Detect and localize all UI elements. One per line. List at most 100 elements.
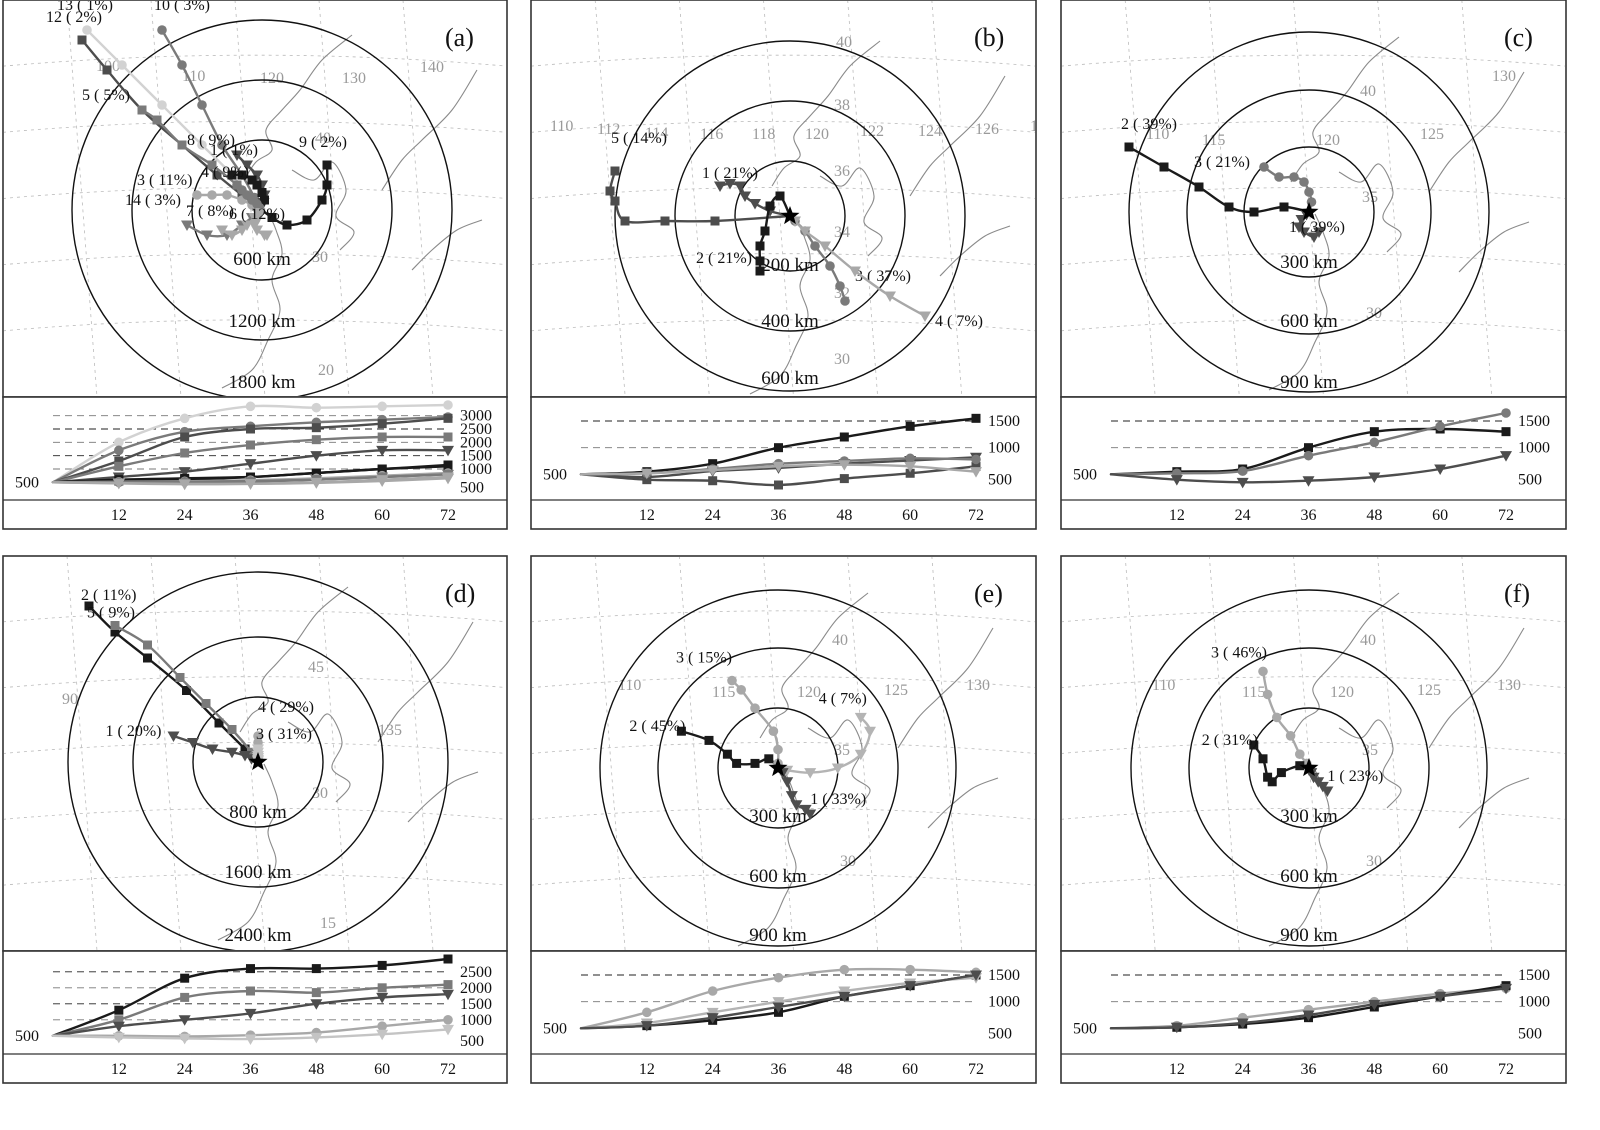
x-tick-label: 24 [705,1061,721,1078]
trajectory-marker [610,166,620,176]
height-series [51,954,453,1037]
trajectory-marker [1298,227,1310,238]
trajectory-marker [1249,207,1259,217]
panel-b: 110 112 114 116 118 120 122 124 126 1284038363432… [530,0,1054,530]
longitude-label: 122 [860,123,884,140]
cluster-label: 4 ( 7%) [819,690,867,707]
height-marker [246,424,255,434]
y-tick-label: 1000 [460,461,492,478]
trajectory-marker [167,731,180,742]
panel-f: 110 115 120 125 130 40 35 30 300 km 600 km 900 km 3… [1060,555,1567,1084]
distance-ring [674,100,906,332]
trajectory-marker [755,266,765,276]
trajectory-marker [620,216,630,226]
y-tick-label: 3000 [460,408,492,425]
height-marker [706,465,719,477]
x-tick-label: 24 [1235,1061,1251,1078]
longitude-label: 128 [1030,118,1054,135]
trajectory-marker [727,675,737,686]
height-series [51,989,454,1037]
longitude-label: 125 [884,682,908,699]
height-marker [1435,421,1445,432]
trajectory-cluster: 3 ( 21%) [1194,154,1317,214]
trajectory-marker [736,685,746,695]
height-marker [376,1029,389,1041]
height-marker [1500,983,1512,995]
height-marker [310,478,323,489]
longitude-label: 114 [645,125,668,142]
x-tick-label: 48 [1366,507,1382,524]
longitude-label: 115 [712,684,735,701]
height-marker [442,1024,454,1036]
trajectory-marker [157,100,167,110]
height-marker [1369,427,1379,437]
height-marker [971,413,981,423]
trajectory-marker [854,712,867,724]
ring-label: 800 km [229,802,287,823]
longitude-label: 115 [1242,684,1265,701]
origin-star-icon [1299,202,1319,221]
height-marker [708,476,718,486]
height-marker [970,467,982,478]
height-marker [377,1021,387,1031]
origin-star-icon [1299,758,1319,777]
cluster-label: 3 ( 11%) [137,172,192,189]
trajectory-marker [222,190,232,200]
trajectory-marker [1224,202,1234,212]
cluster-label: 3 ( 46%) [1211,644,1267,661]
x-tick-label: 48 [836,1061,852,1078]
height-marker [178,1015,191,1026]
trajectory-cluster: 2 ( 45%) [629,718,780,770]
height-series [579,970,982,1032]
ring-label: 300 km [1280,252,1338,273]
cluster-label: 4 ( 9%) [201,164,249,181]
trajectory-cluster: 1 ( 21%) [702,165,792,218]
trajectory-marker [82,25,92,35]
height-marker [376,476,389,487]
distance-ring [1128,31,1490,393]
x-tick-label: 72 [440,1061,456,1078]
height-marker [774,480,783,490]
height-series [51,1024,454,1045]
height-marker [905,453,915,464]
x-tick-label: 60 [374,507,390,524]
ring-label: 200 km [761,255,819,276]
x-tick-label: 48 [308,1061,324,1078]
trajectory-marker [77,35,87,45]
y-tick-label: 1500 [1518,413,1550,430]
latitude-label: 30 [1366,305,1382,322]
x-tick-label: 12 [1169,507,1185,524]
longitude-label: 110 [618,677,641,694]
trajectory-marker [253,209,266,220]
height-series [1109,451,1512,489]
y-tick-label: 500 [1518,471,1542,488]
trajectory-marker [227,170,237,180]
height-series [51,432,453,484]
trajectory-marker [267,213,277,222]
cluster-label: 14 ( 3%) [125,192,181,209]
height-marker [114,461,124,471]
x-tick-label: 12 [1169,1061,1185,1078]
distance-ring [71,19,453,396]
height-marker [1236,1018,1249,1029]
cluster-label: 5 ( 5%) [82,87,130,104]
ring-label: 400 km [761,311,819,332]
trajectory-marker [237,170,247,180]
trajectory-marker [102,65,112,75]
trajectory-marker [231,150,243,161]
height-marker [1434,464,1447,475]
trajectory-marker [237,190,247,200]
trajectory-cluster: 4 ( 9%) [201,164,265,213]
trajectory-marker [143,653,152,663]
height-plot-frame [2,950,508,1084]
height-marker [640,1021,653,1032]
height-marker [377,983,387,993]
trajectory-marker [282,220,292,230]
distance-ring [1188,647,1430,889]
trajectory-marker [714,181,726,192]
x-tick-label: 60 [902,507,918,524]
trajectory-marker [143,640,152,650]
